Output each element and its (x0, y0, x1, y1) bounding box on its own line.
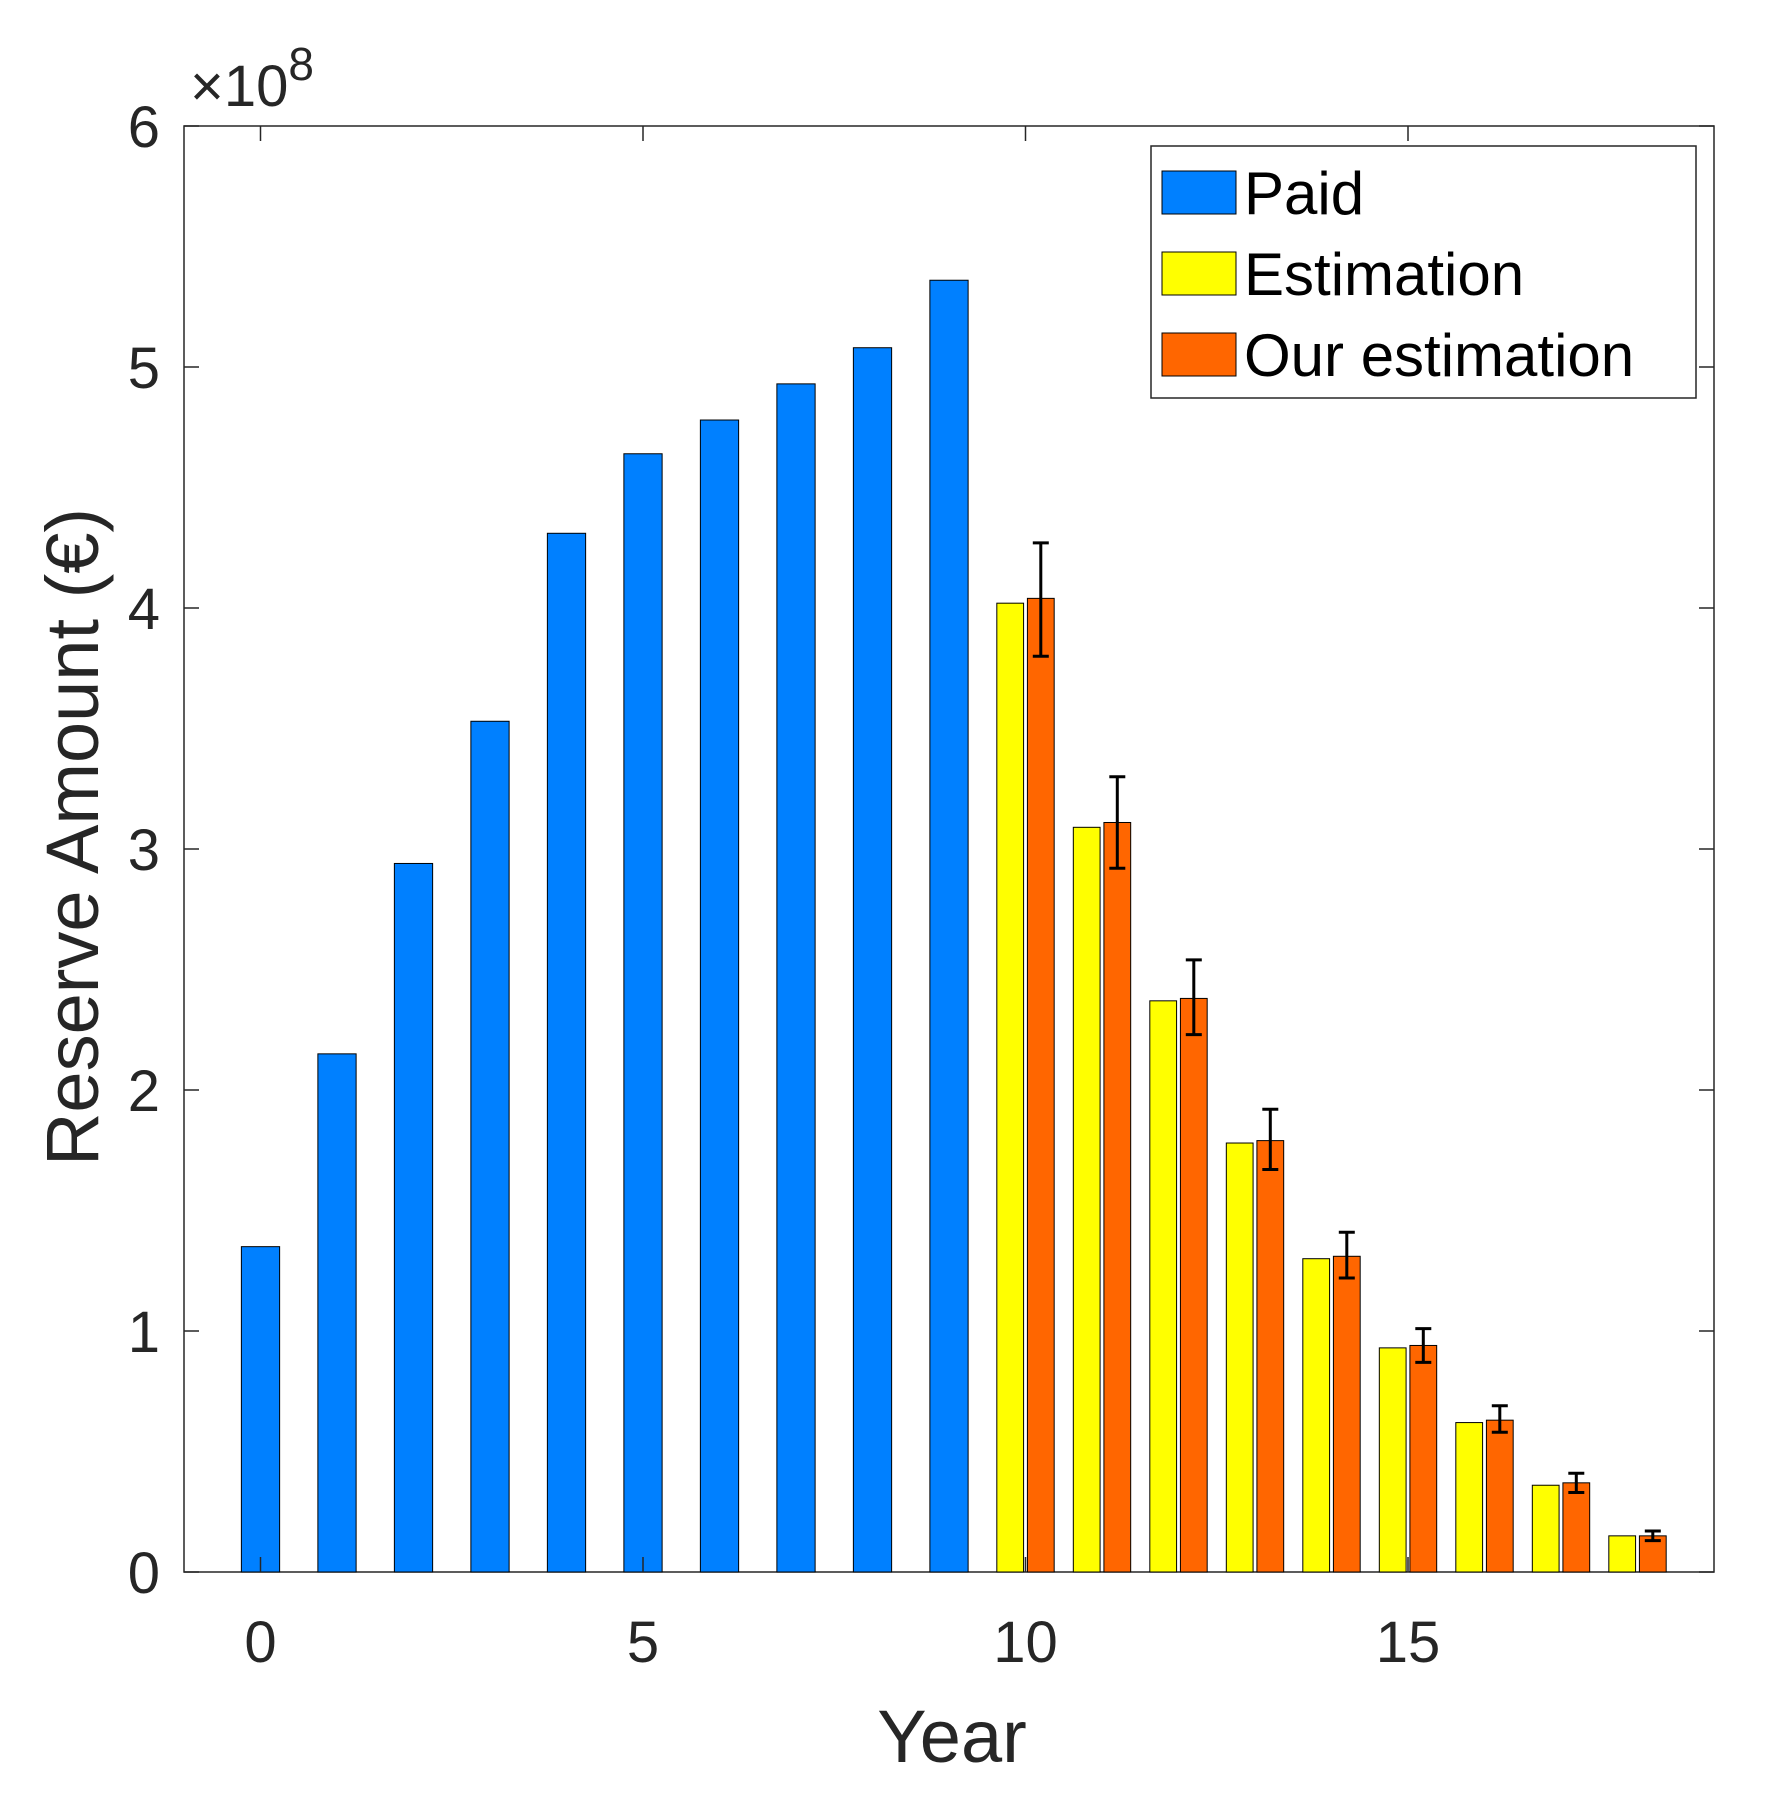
bar-estimation-11 (1072, 826, 1101, 1573)
errorbar-our-estimation-11 (1109, 775, 1126, 870)
bar-our-estimation-14 (1332, 1255, 1361, 1573)
legend: Paid Estimation Our estimation (1150, 145, 1697, 399)
bar-our-estimation-17 (1562, 1482, 1591, 1573)
bar-estimation-12 (1149, 1000, 1178, 1573)
bar-our-estimation-16 (1485, 1419, 1514, 1573)
y-tick-label-1: 1 (128, 1300, 160, 1365)
y-tick-label-4: 4 (128, 577, 160, 642)
errorbar-our-estimation-18 (1644, 1529, 1661, 1543)
bar-our-estimation-10 (1026, 597, 1055, 1573)
bar-estimation-18 (1608, 1535, 1637, 1573)
bar-estimation-10 (996, 602, 1025, 1573)
bar-paid-6 (699, 419, 740, 1573)
bar-paid-0 (240, 1246, 281, 1573)
bar-estimation-13 (1225, 1142, 1254, 1573)
bar-paid-7 (776, 383, 816, 1573)
bar-our-estimation-15 (1409, 1344, 1438, 1573)
errorbar-our-estimation-14 (1338, 1230, 1355, 1280)
ticks-layer (184, 125, 1714, 1573)
legend-label-our-estimation: Our estimation (1244, 322, 1634, 389)
legend-swatch-our-estimation (1161, 332, 1237, 377)
bar-estimation-16 (1455, 1422, 1484, 1573)
bar-estimation-17 (1531, 1484, 1560, 1573)
errorbar-our-estimation-15 (1415, 1327, 1432, 1364)
bar-paid-9 (929, 279, 969, 1573)
x-tick-label-0: 0 (244, 1610, 276, 1675)
bar-paid-8 (852, 347, 893, 1573)
bars-layer (240, 279, 1667, 1573)
y-tick-labels: 0 1 2 3 4 5 6 (128, 95, 160, 1606)
errorbar-our-estimation-13 (1262, 1107, 1279, 1172)
errorbar-our-estimation-16 (1491, 1404, 1508, 1434)
y-tick-label-5: 5 (128, 336, 160, 401)
bar-paid-1 (317, 1053, 357, 1573)
x-tick-label-5: 5 (627, 1610, 659, 1675)
errorbar-our-estimation-10 (1032, 541, 1049, 658)
y-axis-title: Reserve Amount (€) (31, 508, 114, 1166)
y-tick-label-0: 0 (128, 1541, 160, 1606)
bar-our-estimation-13 (1256, 1140, 1285, 1573)
bar-paid-5 (623, 453, 663, 1573)
errorbars-layer (1032, 541, 1661, 1543)
legend-swatch-estimation (1161, 251, 1237, 296)
legend-box (1150, 145, 1697, 399)
bar-paid-2 (393, 862, 434, 1573)
y-tick-label-2: 2 (128, 1059, 160, 1124)
y-tick-label-3: 3 (128, 818, 160, 883)
x-tick-labels: 0 5 10 15 (244, 1610, 1440, 1675)
errorbar-our-estimation-17 (1568, 1471, 1585, 1494)
y-tick-label-6: 6 (128, 95, 160, 160)
x-axis-title: Year (877, 1695, 1027, 1778)
exponent-power: 8 (288, 38, 314, 90)
bar-our-estimation-11 (1103, 821, 1132, 1573)
x-tick-label-10: 10 (993, 1610, 1058, 1675)
y-exponent-label: ×108 (190, 38, 314, 119)
bar-estimation-14 (1302, 1258, 1331, 1573)
legend-label-estimation: Estimation (1244, 241, 1524, 308)
exponent-base: ×10 (190, 54, 288, 119)
legend-label-paid: Paid (1244, 160, 1364, 227)
errorbar-our-estimation-12 (1185, 958, 1202, 1037)
bar-paid-4 (546, 532, 587, 1573)
x-tick-label-15: 15 (1376, 1610, 1441, 1675)
bar-estimation-15 (1378, 1347, 1407, 1573)
legend-swatch-paid (1161, 170, 1237, 215)
bar-our-estimation-12 (1179, 997, 1208, 1573)
bar-paid-3 (470, 720, 510, 1573)
